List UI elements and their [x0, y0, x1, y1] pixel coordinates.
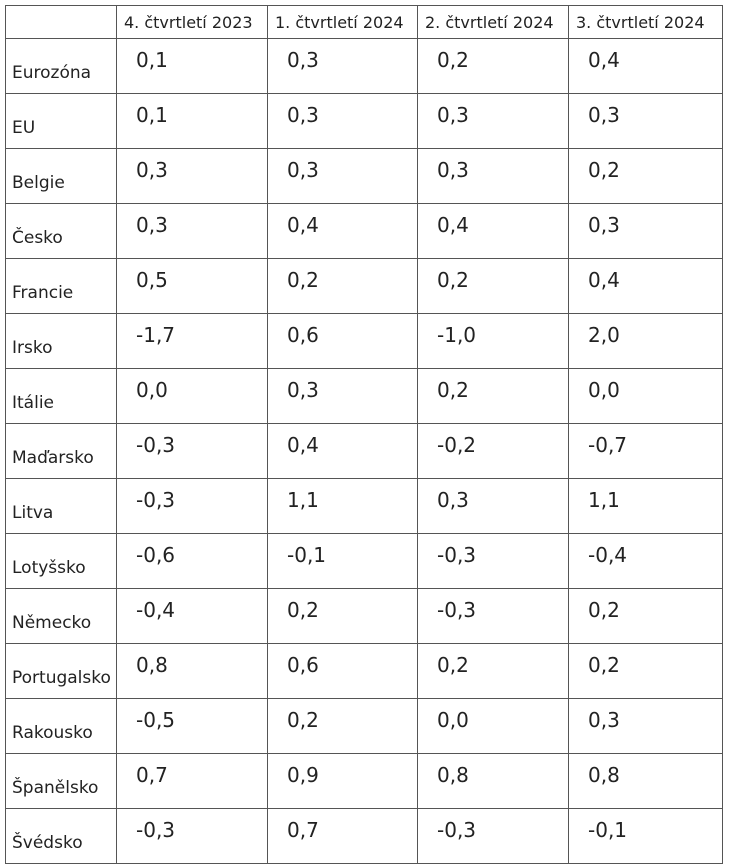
value-cell: 0,0	[568, 368, 723, 424]
value-cell: -0,3	[417, 808, 569, 864]
value-cell: 0,3	[116, 148, 268, 204]
table-row: EU 0,1 0,3 0,3 0,3	[5, 93, 723, 149]
header-row: 4. čtvrtletí 2023 1. čtvrtletí 2024 2. č…	[5, 5, 723, 39]
value-cell: 0,6	[267, 643, 418, 699]
value-cell: -0,3	[116, 808, 268, 864]
column-header: 3. čtvrtletí 2024	[568, 5, 723, 39]
table-row: Francie 0,5 0,2 0,2 0,4	[5, 258, 723, 314]
column-header: 4. čtvrtletí 2023	[116, 5, 268, 39]
value-cell: 0,3	[417, 148, 569, 204]
value-cell: 0,2	[568, 148, 723, 204]
value-cell: 0,7	[116, 753, 268, 809]
table-row: Španělsko 0,7 0,9 0,8 0,8	[5, 753, 723, 809]
row-label: Španělsko	[5, 753, 117, 809]
value-cell: -1,7	[116, 313, 268, 369]
value-cell: 0,2	[417, 258, 569, 314]
table-row: Lotyšsko -0,6 -0,1 -0,3 -0,4	[5, 533, 723, 589]
table-row: Belgie 0,3 0,3 0,3 0,2	[5, 148, 723, 204]
row-label: Belgie	[5, 148, 117, 204]
table-row: Portugalsko 0,8 0,6 0,2 0,2	[5, 643, 723, 699]
value-cell: 0,2	[417, 38, 569, 94]
value-cell: 0,2	[568, 643, 723, 699]
row-label: Francie	[5, 258, 117, 314]
value-cell: 0,3	[568, 93, 723, 149]
value-cell: -0,3	[116, 423, 268, 479]
row-label: Portugalsko	[5, 643, 117, 699]
value-cell: 0,2	[417, 643, 569, 699]
value-cell: 0,3	[417, 478, 569, 534]
table-header: 4. čtvrtletí 2023 1. čtvrtletí 2024 2. č…	[5, 5, 723, 39]
value-cell: 0,5	[116, 258, 268, 314]
value-cell: 0,7	[267, 808, 418, 864]
value-cell: 0,0	[417, 698, 569, 754]
header-corner-cell	[5, 5, 117, 39]
value-cell: 0,2	[267, 588, 418, 644]
value-cell: -0,1	[568, 808, 723, 864]
value-cell: 0,3	[568, 203, 723, 259]
table-row: Eurozóna 0,1 0,3 0,2 0,4	[5, 38, 723, 94]
value-cell: 0,4	[267, 203, 418, 259]
value-cell: -0,4	[116, 588, 268, 644]
value-cell: -0,4	[568, 533, 723, 589]
column-header: 1. čtvrtletí 2024	[267, 5, 418, 39]
table-body: Eurozóna 0,1 0,3 0,2 0,4 EU 0,1 0,3 0,3 0,3 Belgie…	[5, 38, 723, 864]
value-cell: 0,0	[116, 368, 268, 424]
value-cell: -0,2	[417, 423, 569, 479]
table-row: Německo -0,4 0,2 -0,3 0,2	[5, 588, 723, 644]
value-cell: 0,2	[267, 258, 418, 314]
row-label: Rakousko	[5, 698, 117, 754]
value-cell: 0,3	[568, 698, 723, 754]
value-cell: 0,3	[267, 38, 418, 94]
value-cell: 2,0	[568, 313, 723, 369]
value-cell: -0,7	[568, 423, 723, 479]
row-label: Itálie	[5, 368, 117, 424]
row-label: Lotyšsko	[5, 533, 117, 589]
value-cell: 0,8	[116, 643, 268, 699]
value-cell: 0,4	[568, 258, 723, 314]
table-row: Itálie 0,0 0,3 0,2 0,0	[5, 368, 723, 424]
row-label: Švédsko	[5, 808, 117, 864]
row-label: Irsko	[5, 313, 117, 369]
value-cell: -0,3	[417, 533, 569, 589]
value-cell: 0,4	[417, 203, 569, 259]
value-cell: 1,1	[267, 478, 418, 534]
row-label: Maďarsko	[5, 423, 117, 479]
table-row: Irsko -1,7 0,6 -1,0 2,0	[5, 313, 723, 369]
table-row: Maďarsko -0,3 0,4 -0,2 -0,7	[5, 423, 723, 479]
value-cell: -0,6	[116, 533, 268, 589]
table-row: Česko 0,3 0,4 0,4 0,3	[5, 203, 723, 259]
row-label: Česko	[5, 203, 117, 259]
row-label: Německo	[5, 588, 117, 644]
value-cell: -0,5	[116, 698, 268, 754]
value-cell: -0,3	[116, 478, 268, 534]
value-cell: 0,2	[267, 698, 418, 754]
value-cell: 0,8	[417, 753, 569, 809]
value-cell: -0,1	[267, 533, 418, 589]
value-cell: -1,0	[417, 313, 569, 369]
row-label: EU	[5, 93, 117, 149]
value-cell: 0,3	[267, 368, 418, 424]
value-cell: 0,1	[116, 38, 268, 94]
value-cell: 0,3	[417, 93, 569, 149]
table-row: Rakousko -0,5 0,2 0,0 0,3	[5, 698, 723, 754]
table-row: Švédsko -0,3 0,7 -0,3 -0,1	[5, 808, 723, 864]
value-cell: 0,4	[267, 423, 418, 479]
value-cell: -0,3	[417, 588, 569, 644]
column-header: 2. čtvrtletí 2024	[417, 5, 569, 39]
value-cell: 0,3	[267, 148, 418, 204]
value-cell: 0,3	[116, 203, 268, 259]
value-cell: 0,8	[568, 753, 723, 809]
value-cell: 0,1	[116, 93, 268, 149]
value-cell: 0,3	[267, 93, 418, 149]
gdp-table: 4. čtvrtletí 2023 1. čtvrtletí 2024 2. č…	[5, 5, 723, 864]
value-cell: 0,2	[568, 588, 723, 644]
value-cell: 0,4	[568, 38, 723, 94]
row-label: Eurozóna	[5, 38, 117, 94]
value-cell: 0,2	[417, 368, 569, 424]
value-cell: 0,9	[267, 753, 418, 809]
table-row: Litva -0,3 1,1 0,3 1,1	[5, 478, 723, 534]
value-cell: 1,1	[568, 478, 723, 534]
row-label: Litva	[5, 478, 117, 534]
value-cell: 0,6	[267, 313, 418, 369]
